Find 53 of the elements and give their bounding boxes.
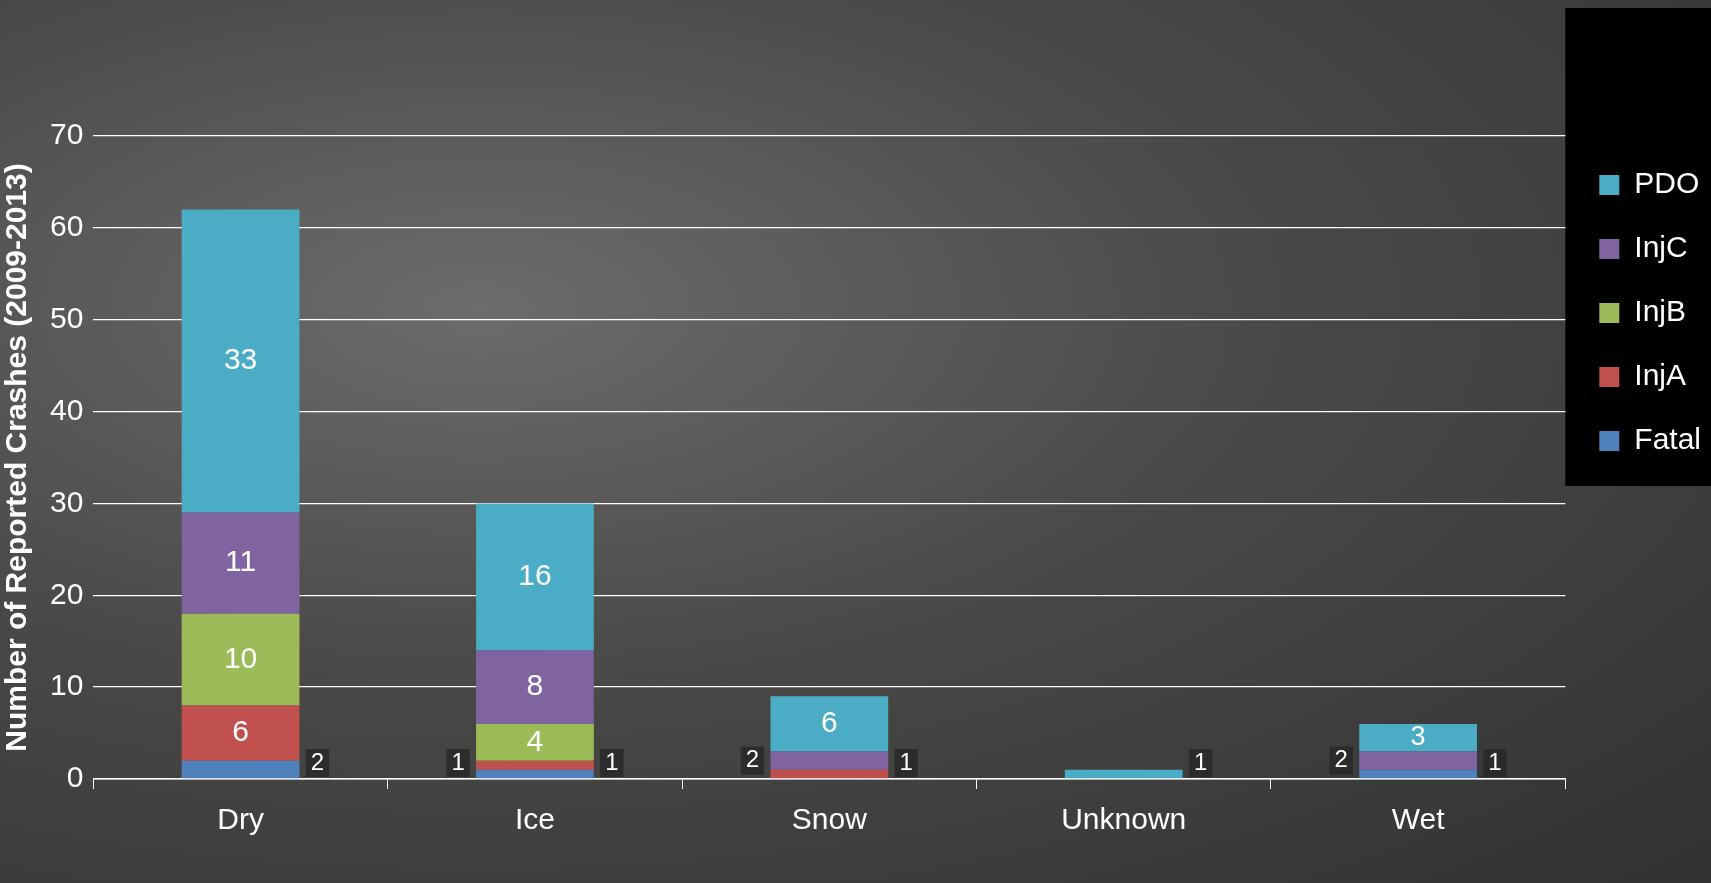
x-tick-label: Snow [791,802,868,836]
data-label: 2 [1334,745,1348,773]
x-tick-label: Unknown [1061,802,1187,836]
data-label: 4 [526,723,544,757]
bar [770,769,889,779]
bar [181,512,300,614]
data-label: 1 [605,747,619,775]
data-label: 6 [820,705,838,739]
legend-label: InjC [1634,230,1688,264]
data-label: 8 [526,668,544,702]
data-label: 2 [310,747,325,775]
y-tick-label: 40 [49,392,84,426]
bar [1064,769,1183,779]
y-axis-title: Number of Reported Crashes (2009-2013) [0,163,33,752]
bar [1359,751,1477,770]
y-tick-label: 0 [66,760,84,794]
data-label: 3 [1410,721,1426,752]
data-label: 6 [232,714,249,748]
data-label: 16 [518,558,552,592]
y-tick-label: 60 [49,209,84,243]
bar [476,503,594,651]
data-label: 1 [1193,747,1208,775]
legend-label: InjB [1634,294,1687,328]
bar [476,650,594,724]
bar [1359,723,1477,752]
bar [181,760,300,779]
data-label: 33 [223,342,258,376]
data-label: 11 [224,544,257,578]
bar [1359,769,1477,779]
bar [181,613,300,706]
bar [181,209,300,513]
bar [476,769,594,779]
bar [476,760,594,770]
y-tick-label: 10 [49,668,84,702]
bar [770,751,889,770]
data-label: 1 [899,747,913,775]
bar [770,696,889,752]
data-label: 10 [223,640,258,674]
legend-label: InjA [1634,358,1687,392]
legend-label: PDO [1634,166,1700,200]
data-label: 1 [451,747,465,775]
data-label: 2 [745,745,760,773]
x-tick-label: Wet [1391,802,1446,836]
x-tick-label: Ice [514,802,555,836]
bar [181,705,300,761]
y-tick-label: 70 [49,117,84,151]
x-tick-label: Dry [217,802,264,836]
y-tick-label: 50 [49,300,84,334]
y-tick-label: 30 [49,484,84,518]
y-tick-label: 20 [49,576,84,610]
bar [476,723,594,761]
legend-label: Fatal [1634,422,1702,456]
data-label: 1 [1488,747,1502,775]
